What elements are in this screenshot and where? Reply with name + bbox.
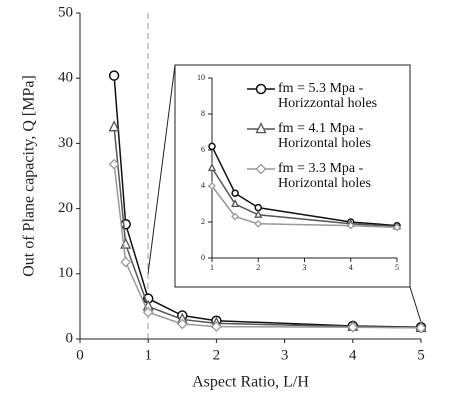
x-tick-label: 0	[76, 347, 84, 363]
y-tick-label: 0	[66, 330, 74, 346]
marker	[254, 203, 262, 212]
marker	[231, 198, 240, 208]
marker	[207, 162, 217, 172]
marker	[120, 256, 132, 268]
y-tick-label: 20	[58, 200, 73, 216]
x-tick-label: 2	[256, 263, 260, 272]
y-tick-label: 8	[201, 109, 205, 118]
x-tick-label: 3	[303, 263, 307, 272]
marker	[210, 321, 222, 333]
inset-frame	[174, 64, 411, 288]
y-axis-label: Out of Plane capacity, Q [MPa]	[21, 75, 38, 277]
y-tick-label: 50	[58, 4, 73, 20]
marker	[254, 209, 263, 218]
x-tick-label: 2	[213, 347, 221, 363]
y-tick-label: 10	[58, 265, 73, 281]
marker	[208, 142, 216, 151]
marker	[208, 182, 216, 190]
legend-label: fm = 3.3 Mpa - Horizontal holes	[278, 161, 371, 191]
y-tick-label: 6	[201, 145, 205, 154]
x-tick-label: 5	[417, 347, 425, 363]
y-tick-label: 10	[197, 73, 205, 82]
x-axis-label: Aspect Ratio, L/H	[192, 374, 309, 391]
marker	[108, 120, 120, 132]
y-tick-label: 0	[201, 253, 205, 262]
y-tick-label: 30	[58, 135, 73, 151]
x-tick-label: 1	[144, 347, 152, 363]
marker	[142, 306, 154, 318]
marker	[231, 212, 240, 221]
x-tick-label: 5	[395, 263, 399, 272]
marker	[254, 219, 263, 228]
marker	[347, 321, 359, 333]
y-tick-label: 40	[58, 70, 73, 86]
x-tick-label: 4	[349, 347, 357, 363]
marker	[108, 158, 120, 170]
x-tick-label: 4	[349, 263, 353, 272]
zoom-line	[147, 64, 176, 275]
marker	[346, 221, 355, 230]
legend-label: fm = 5.3 Mpa - Horizzontal holes	[278, 81, 378, 111]
y-tick-label: 2	[201, 217, 205, 226]
legend-marker	[255, 83, 267, 95]
marker	[120, 218, 131, 230]
marker	[231, 189, 239, 197]
legend-marker	[255, 122, 267, 134]
y-tick-label: 4	[201, 181, 205, 190]
legend-label: fm = 4.1 Mpa - Horizontal holes	[278, 121, 371, 151]
marker	[415, 322, 427, 334]
x-tick-label: 3	[281, 347, 289, 363]
marker	[108, 70, 120, 81]
marker	[393, 223, 401, 232]
marker	[176, 318, 188, 330]
x-tick-label: 1	[210, 263, 214, 272]
zoom-line	[409, 286, 422, 323]
legend-marker	[255, 163, 267, 175]
